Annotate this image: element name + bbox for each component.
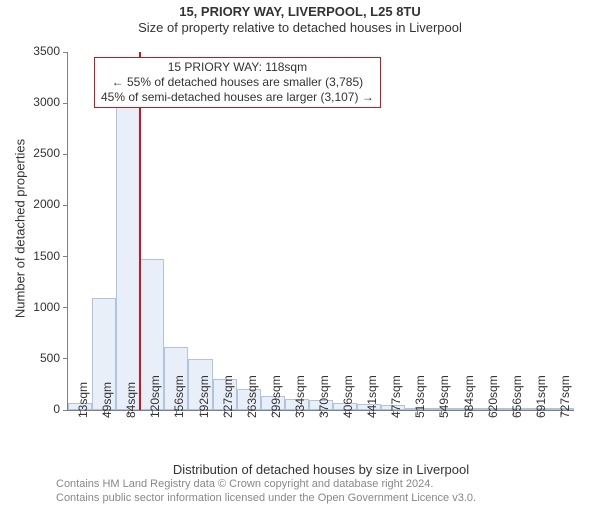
y-tick [63, 103, 68, 104]
plot-area: 050010001500200025003000350013sqm49sqm84… [68, 52, 574, 410]
x-tick-label: 727sqm [558, 375, 572, 418]
x-tick-label: 192sqm [197, 375, 211, 418]
footer-text: Contains HM Land Registry data © Crown c… [56, 478, 476, 506]
x-tick-label: 549sqm [437, 375, 451, 418]
x-tick-label: 84sqm [124, 382, 138, 418]
chart-subtitle: Size of property relative to detached ho… [0, 20, 600, 35]
footer-line-2: Contains public sector information licen… [56, 492, 476, 504]
y-tick [63, 256, 68, 257]
y-tick [63, 52, 68, 53]
annotation-line-3: 45% of semi-detached houses are larger (… [101, 90, 374, 105]
x-tick-label: 620sqm [486, 375, 500, 418]
x-tick-label: 156sqm [172, 375, 186, 418]
x-tick-label: 370sqm [317, 375, 331, 418]
x-axis-label: Distribution of detached houses by size … [68, 462, 574, 477]
annotation-line-2: ← 55% of detached houses are smaller (3,… [101, 75, 374, 90]
x-tick-label: 477sqm [389, 375, 403, 418]
chart-container: 15, PRIORY WAY, LIVERPOOL, L25 8TU Size … [0, 4, 600, 504]
x-tick-label: 441sqm [365, 375, 379, 418]
x-tick-label: 406sqm [341, 375, 355, 418]
y-axis [67, 52, 68, 410]
y-tick [63, 358, 68, 359]
x-tick-label: 513sqm [413, 375, 427, 418]
chart-title: 15, PRIORY WAY, LIVERPOOL, L25 8TU [0, 4, 600, 19]
y-tick [63, 154, 68, 155]
x-tick-label: 263sqm [245, 375, 259, 418]
x-tick-label: 227sqm [221, 375, 235, 418]
x-tick-label: 13sqm [76, 382, 90, 418]
annotation-box: 15 PRIORY WAY: 118sqm← 55% of detached h… [94, 57, 381, 108]
x-tick-label: 49sqm [100, 382, 114, 418]
y-axis-label: Number of detached properties [13, 50, 28, 408]
x-tick-label: 299sqm [269, 375, 283, 418]
x-tick-label: 120sqm [148, 375, 162, 418]
x-tick-label: 334sqm [293, 375, 307, 418]
x-tick-label: 691sqm [534, 375, 548, 418]
x-tick-label: 656sqm [510, 375, 524, 418]
x-tick-label: 584sqm [462, 375, 476, 418]
y-tick [63, 205, 68, 206]
y-tick [63, 307, 68, 308]
y-tick [63, 410, 68, 411]
bar [116, 88, 140, 410]
annotation-line-1: 15 PRIORY WAY: 118sqm [101, 60, 374, 75]
footer-line-1: Contains HM Land Registry data © Crown c… [56, 478, 433, 490]
